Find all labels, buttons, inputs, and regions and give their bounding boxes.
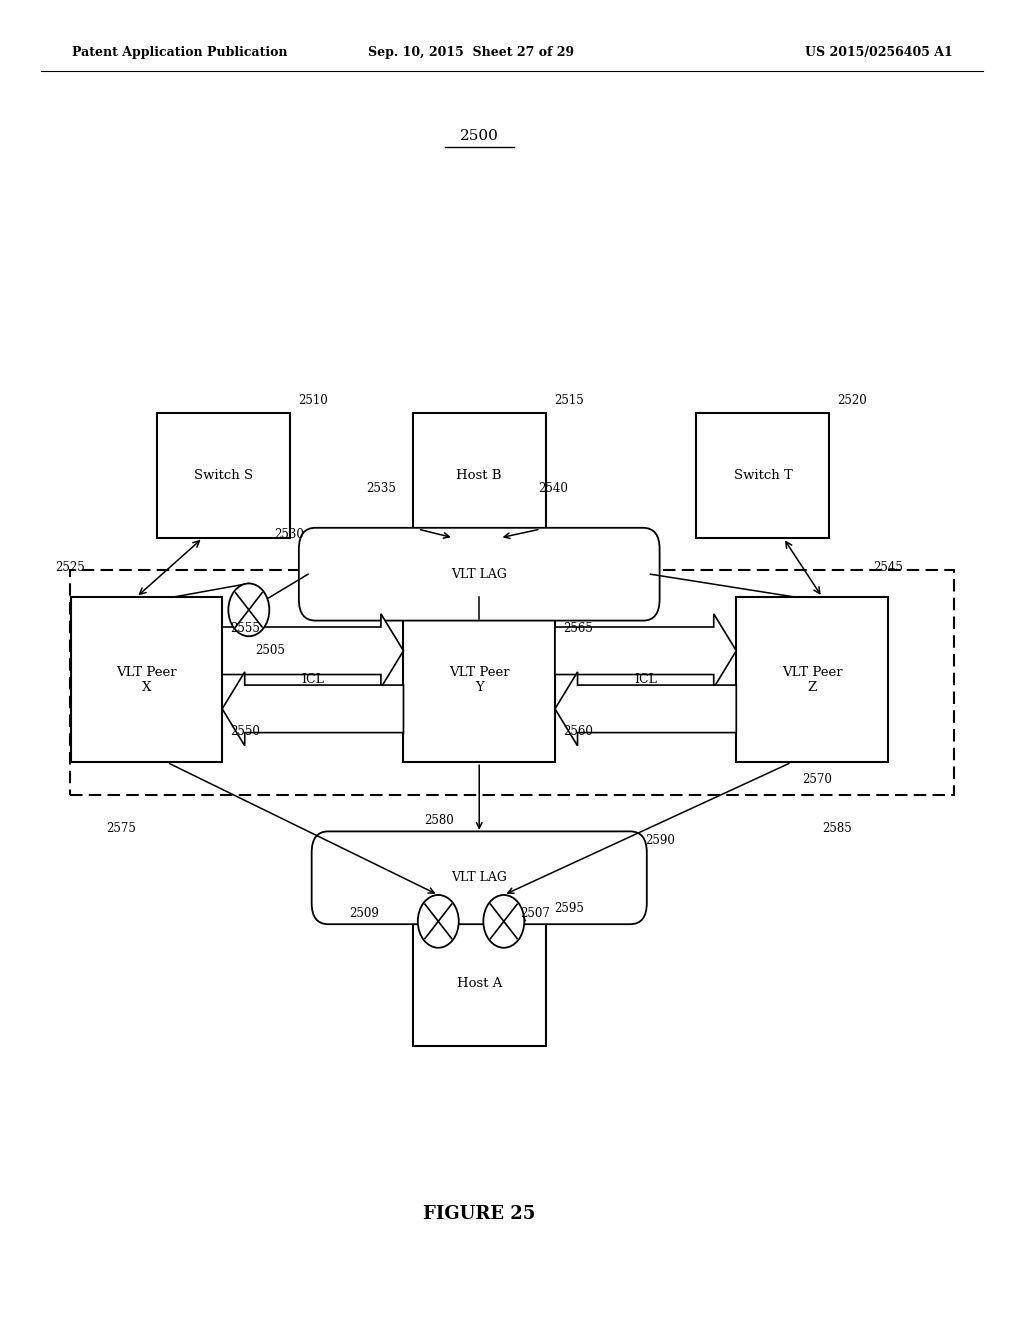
Text: 2570: 2570 [802, 774, 831, 785]
Text: 2560: 2560 [563, 725, 593, 738]
Polygon shape [555, 672, 736, 746]
Polygon shape [222, 672, 403, 746]
Text: 2585: 2585 [822, 822, 852, 836]
Bar [71, 597, 222, 763]
Bar [413, 412, 546, 539]
Circle shape [228, 583, 269, 636]
Bar [315, 549, 643, 599]
Text: 2595: 2595 [554, 903, 584, 916]
Text: VLT Peer
Z: VLT Peer Z [781, 665, 843, 694]
Text: Patent Application Publication: Patent Application Publication [72, 46, 287, 59]
Text: Switch T: Switch T [733, 469, 793, 482]
Text: ICL: ICL [634, 673, 657, 686]
Circle shape [483, 895, 524, 948]
Text: 2510: 2510 [298, 395, 328, 407]
Text: US 2015/0256405 A1: US 2015/0256405 A1 [805, 46, 952, 59]
Bar [696, 412, 829, 539]
Text: 2515: 2515 [554, 395, 584, 407]
Text: Host A: Host A [457, 977, 502, 990]
Circle shape [418, 895, 459, 948]
Text: VLT Peer
X: VLT Peer X [116, 665, 177, 694]
Text: 2500: 2500 [460, 128, 499, 143]
Text: VLT LAG: VLT LAG [452, 568, 507, 581]
Text: 2540: 2540 [539, 482, 568, 495]
Text: Sep. 10, 2015  Sheet 27 of 29: Sep. 10, 2015 Sheet 27 of 29 [368, 46, 574, 59]
Bar [70, 570, 954, 795]
Bar [736, 597, 888, 763]
FancyBboxPatch shape [299, 528, 659, 620]
Text: 2525: 2525 [55, 561, 85, 574]
Polygon shape [222, 614, 403, 688]
Text: VLT LAG: VLT LAG [452, 871, 507, 884]
Text: 2590: 2590 [646, 834, 676, 847]
Text: 2580: 2580 [424, 813, 454, 826]
Text: Host B: Host B [457, 469, 502, 482]
Bar [403, 597, 555, 763]
Bar [328, 853, 630, 903]
Text: 2509: 2509 [349, 907, 379, 920]
Text: 2545: 2545 [873, 561, 903, 574]
Text: 2535: 2535 [367, 482, 396, 495]
Text: 2530: 2530 [274, 528, 304, 541]
Text: 2550: 2550 [230, 725, 260, 738]
Text: 2507: 2507 [520, 907, 550, 920]
Text: Switch S: Switch S [194, 469, 253, 482]
Text: FIGURE 25: FIGURE 25 [423, 1205, 536, 1224]
Text: 2555: 2555 [230, 622, 260, 635]
Bar [413, 921, 546, 1045]
Text: ICL: ICL [301, 673, 325, 686]
Text: 2520: 2520 [838, 395, 867, 407]
Bar [157, 412, 290, 539]
Text: 2505: 2505 [255, 644, 285, 657]
FancyBboxPatch shape [311, 832, 647, 924]
Polygon shape [555, 614, 736, 688]
Text: VLT Peer
Y: VLT Peer Y [449, 665, 510, 694]
Text: 2575: 2575 [106, 822, 136, 836]
Text: 2565: 2565 [563, 622, 593, 635]
